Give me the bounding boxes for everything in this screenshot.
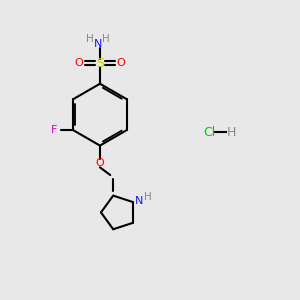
- Text: N: N: [135, 196, 144, 206]
- Text: Cl: Cl: [203, 126, 215, 139]
- Text: S: S: [96, 57, 104, 70]
- Text: N: N: [93, 39, 102, 49]
- Text: O: O: [74, 58, 83, 68]
- Text: H: H: [102, 34, 110, 44]
- Text: H: H: [226, 126, 236, 139]
- Text: O: O: [96, 158, 104, 168]
- Text: H: H: [144, 192, 152, 202]
- Text: O: O: [117, 58, 125, 68]
- Text: F: F: [50, 125, 57, 135]
- Text: H: H: [86, 34, 94, 44]
